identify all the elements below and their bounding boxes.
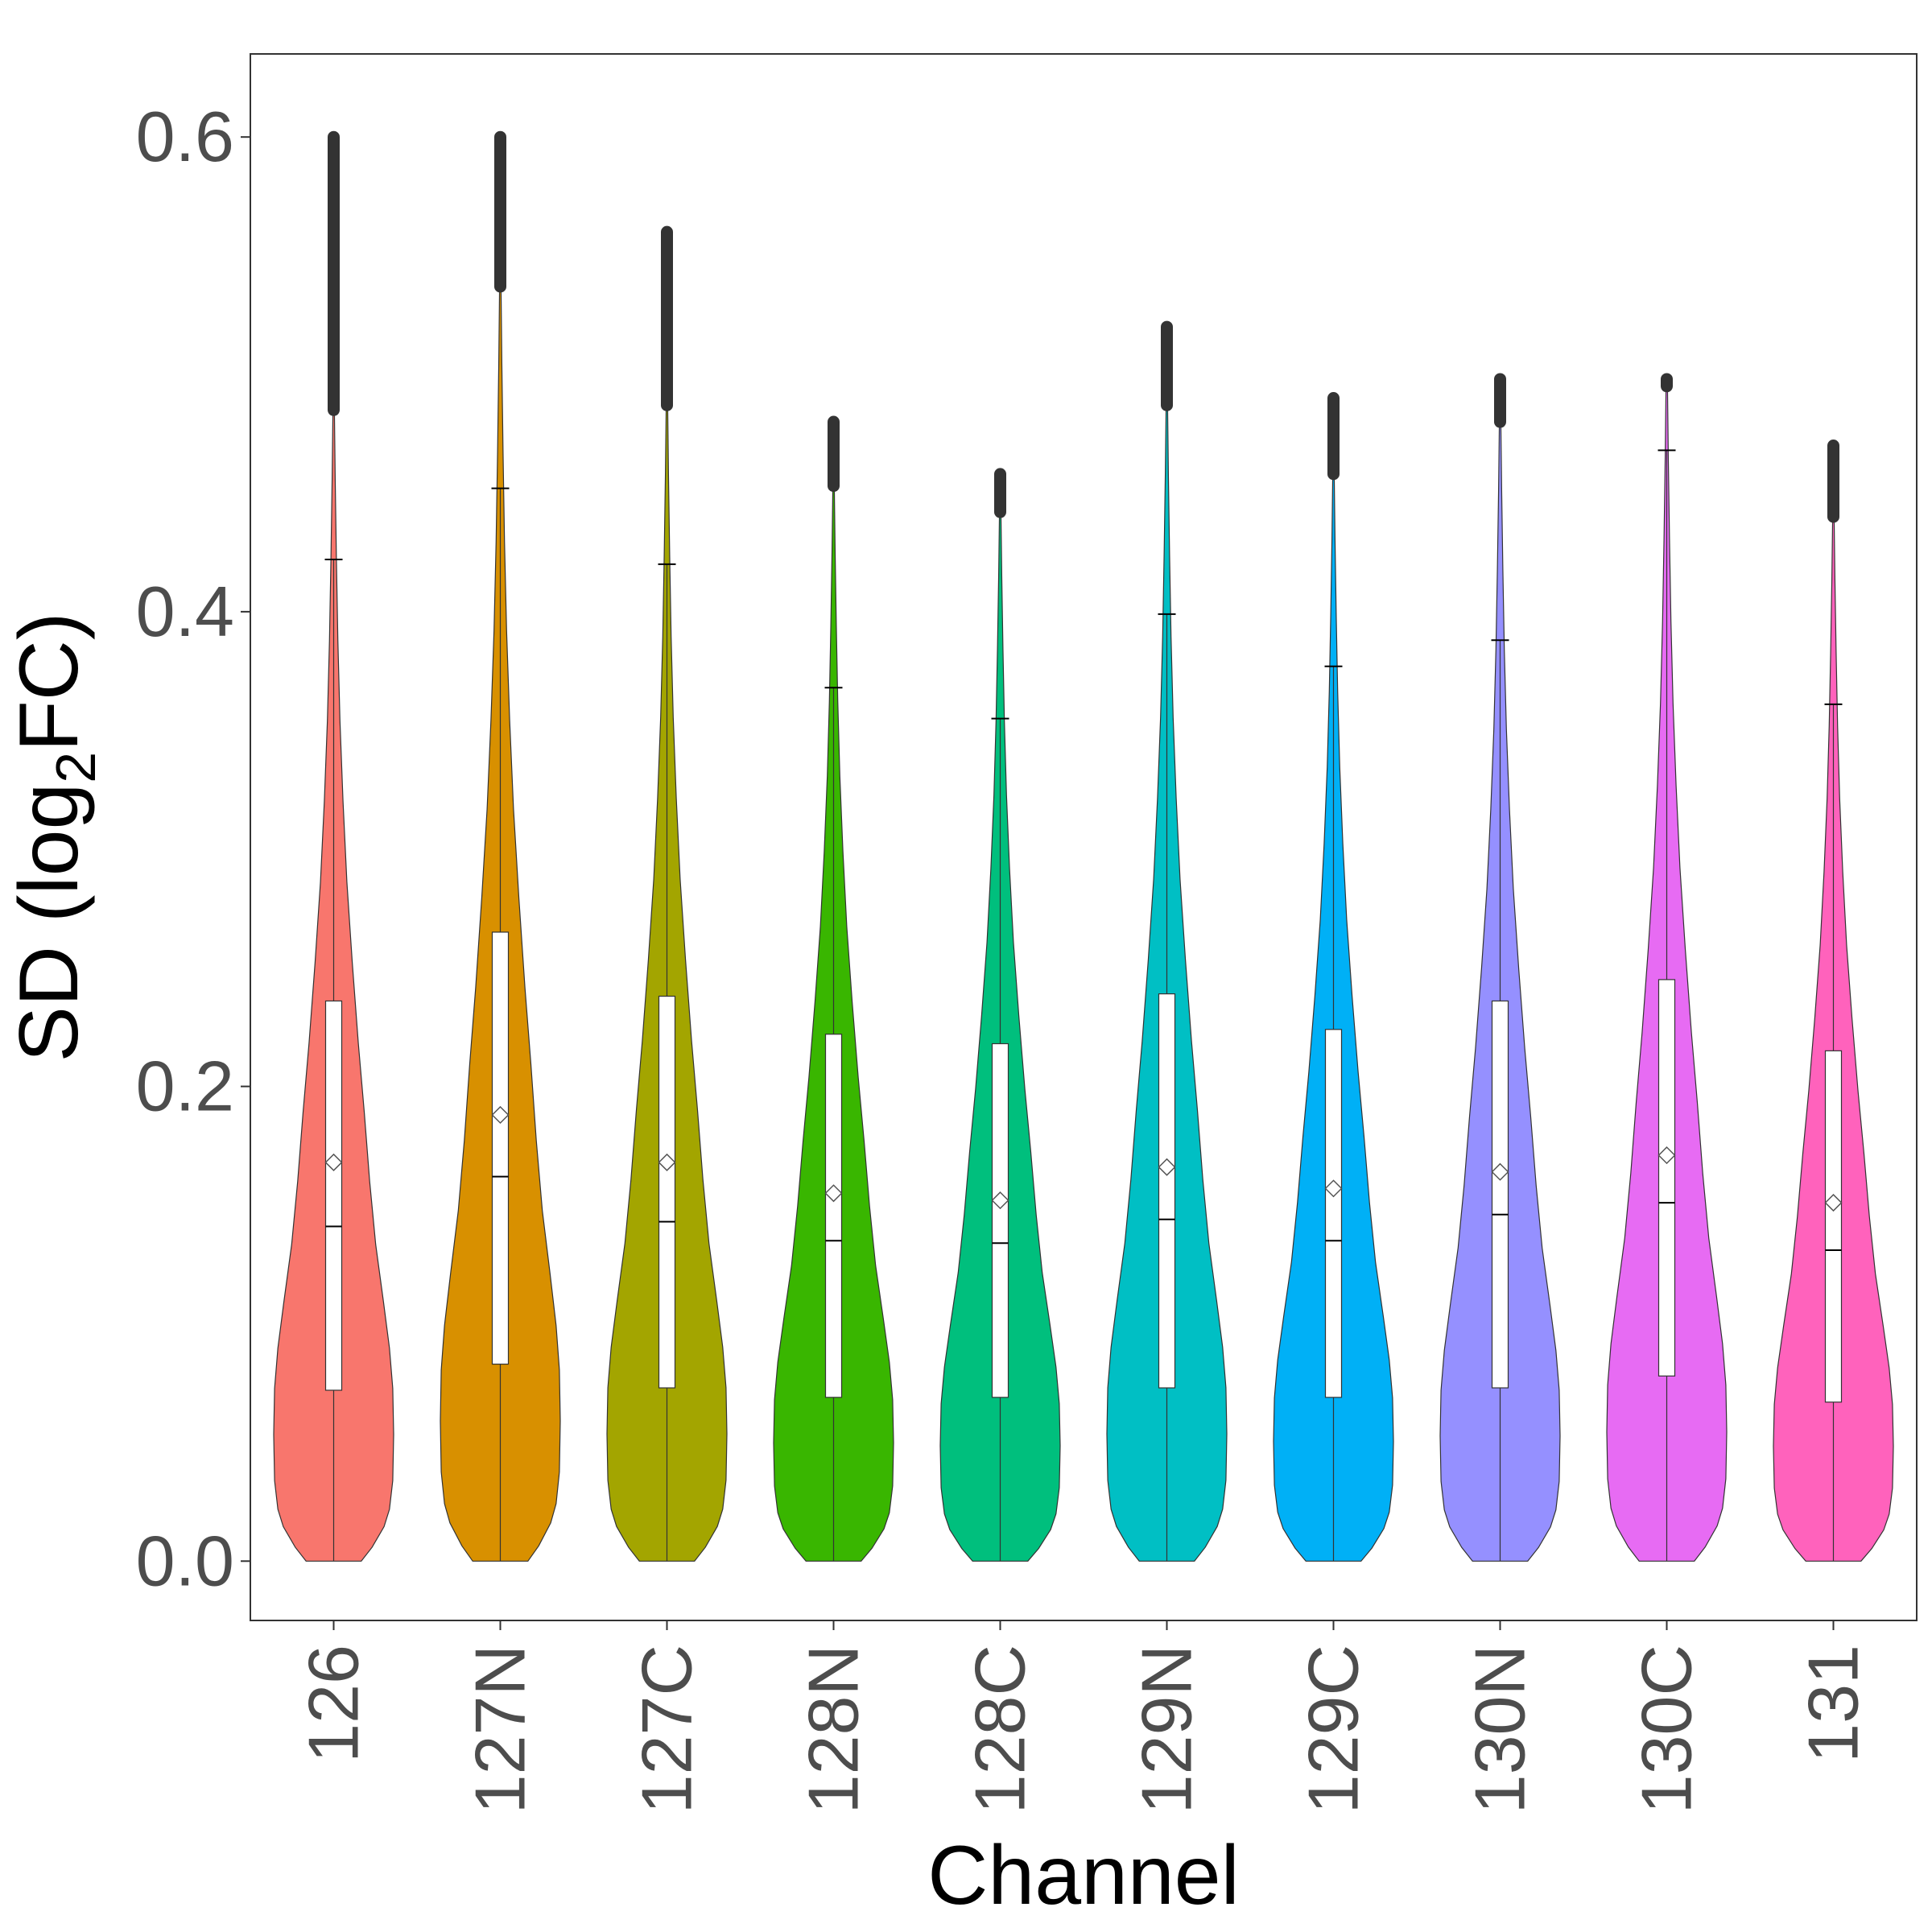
violin-group-126 [273,130,394,1562]
x-axis-title: Channel [927,1829,1239,1922]
iqr-box-130N [1491,1000,1509,1389]
x-tick-label-127N: 127N [460,1645,540,1814]
mean-marker-130C [1657,1146,1676,1165]
mean-marker-126 [324,1153,343,1172]
mean-marker-131 [1824,1194,1843,1212]
iqr-box-130C [1657,979,1676,1377]
y-tick-label-1: 0.2 [136,1046,234,1126]
x-axis: 126 127N 127C 128N 128C 129N 129C 130N 130C 131 [294,1620,1873,1814]
violin-group-129N [1106,320,1228,1562]
violin-layer [273,130,1894,1562]
iqr-box-126 [324,1000,343,1391]
violin-group-131 [1773,440,1894,1562]
plot-panel-border [250,53,1918,1621]
y-axis-title: SD (log2FC) [2,613,107,1063]
x-tick-label-130N: 130N [1460,1645,1540,1814]
violin-group-129C [1273,392,1394,1562]
iqr-box-129C [1324,1029,1343,1398]
x-tick-label-128N: 128N [794,1645,873,1814]
violin-group-127N [440,130,561,1562]
mean-marker-130N [1491,1162,1509,1181]
x-tick-label-130C: 130C [1627,1645,1707,1814]
y-tick-label-3: 0.6 [136,97,234,176]
y-tick-label-2: 0.4 [136,572,234,651]
x-tick-label-129N: 129N [1127,1645,1207,1814]
violin-group-130N [1439,373,1561,1562]
iqr-box-127N [491,931,510,1365]
x-tick-label-126: 126 [294,1645,374,1763]
violin-group-130C [1606,373,1728,1562]
iqr-box-128C [991,1042,1009,1398]
violin-group-128N [773,415,894,1562]
violin-group-127C [606,225,728,1562]
mean-marker-127N [491,1105,510,1125]
x-tick-label-128C: 128C [960,1645,1040,1814]
violin-group-128C [939,468,1061,1562]
y-tick-label-0: 0.0 [136,1521,234,1600]
mean-marker-128C [991,1191,1009,1210]
x-tick-label-127C: 127C [627,1645,707,1814]
y-axis: 0.0 0.2 0.4 0.6 [136,97,250,1600]
iqr-box-127C [658,995,676,1389]
x-tick-label-131: 131 [1794,1645,1873,1763]
mean-marker-129C [1324,1179,1343,1198]
x-tick-label-129C: 129C [1294,1645,1373,1814]
y-axis-title-subscript: 2 [44,752,107,783]
y-axis-title-suffix: FC) [2,613,96,752]
mean-marker-127C [658,1153,676,1172]
iqr-box-128N [824,1034,843,1398]
y-axis-title-prefix: SD (log [2,783,96,1063]
mean-marker-128N [824,1184,843,1203]
iqr-box-131 [1824,1050,1843,1403]
mean-marker-129N [1158,1158,1176,1176]
iqr-box-129N [1158,993,1176,1389]
